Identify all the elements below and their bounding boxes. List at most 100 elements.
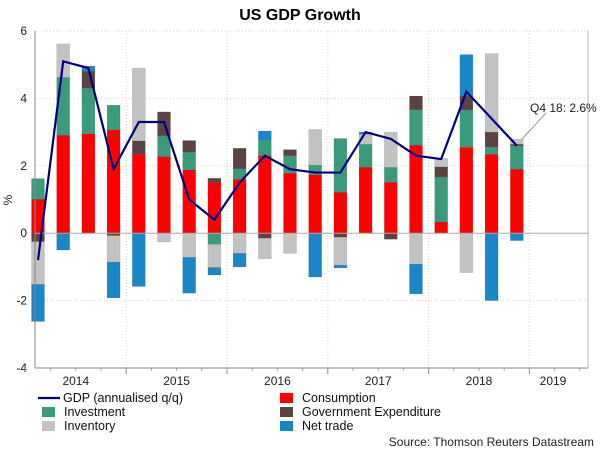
- bar-inventory: [409, 232, 423, 265]
- y-axis-label: %: [1, 194, 15, 205]
- bar-consumption: [56, 135, 70, 234]
- bar-investment: [157, 135, 171, 157]
- annotation-label: Q4 18: 2.6%: [530, 101, 597, 115]
- legend-label-government-expenditure: Government Expenditure: [302, 405, 441, 419]
- bar-inventory: [484, 53, 499, 133]
- bar-consumption: [510, 168, 524, 234]
- bar-inventory: [106, 235, 121, 263]
- legend-swatch-net-trade: [280, 421, 293, 431]
- bar-investment: [207, 232, 222, 245]
- bar-investment: [81, 87, 96, 135]
- bar-consumption: [207, 182, 222, 234]
- bar-consumption: [308, 174, 322, 234]
- bar-inventory: [283, 232, 297, 254]
- bar-government-expenditure: [283, 149, 297, 156]
- bar-consumption: [358, 167, 373, 234]
- bar-consumption: [484, 154, 499, 234]
- bar-net-trade: [232, 253, 247, 268]
- bar-inventory: [258, 238, 272, 260]
- x-year-label: 2016: [264, 374, 291, 388]
- bar-investment: [484, 146, 499, 155]
- bar-net-trade: [484, 232, 499, 301]
- bar-investment: [358, 143, 373, 168]
- bar-investment: [31, 178, 45, 200]
- bar-government-expenditure: [434, 166, 448, 178]
- bar-net-trade: [510, 232, 524, 241]
- x-year-label: 2014: [62, 374, 89, 388]
- bar-net-trade: [31, 284, 45, 322]
- bar-net-trade: [106, 261, 121, 299]
- bar-investment: [56, 77, 70, 136]
- bar-consumption: [409, 144, 423, 234]
- y-tick-label: 2: [20, 159, 27, 173]
- legend-swatch-government-expenditure: [280, 407, 293, 417]
- bar-consumption: [132, 154, 146, 234]
- y-tick-label: 6: [20, 24, 27, 38]
- bar-net-trade: [207, 267, 222, 276]
- y-tick-label: 4: [20, 91, 27, 105]
- bar-government-expenditure: [484, 131, 499, 148]
- bar-inventory: [31, 241, 45, 285]
- bar-net-trade: [132, 232, 146, 287]
- bar-investment: [459, 109, 474, 148]
- y-tick-label: -2: [16, 294, 27, 308]
- bar-government-expenditure: [258, 232, 272, 239]
- bars: [31, 43, 588, 322]
- bar-consumption: [157, 156, 171, 234]
- bar-investment: [384, 167, 398, 183]
- legend-label-investment: Investment: [64, 405, 126, 419]
- bar-consumption: [232, 179, 247, 234]
- bar-government-expenditure: [409, 95, 423, 110]
- annotation-leader: [521, 112, 547, 140]
- bar-government-expenditure: [333, 232, 348, 238]
- bar-investment: [333, 138, 348, 193]
- bar-government-expenditure: [31, 232, 45, 242]
- gdp-line-group: [36, 59, 518, 261]
- legend-label-gdp: GDP (annualised q/q): [63, 391, 183, 405]
- bar-investment: [409, 109, 423, 146]
- legend-label-net-trade: Net trade: [302, 419, 353, 433]
- bar-net-trade: [409, 263, 423, 295]
- x-year-label: 2018: [466, 374, 493, 388]
- bar-net-trade: [56, 232, 70, 251]
- legend-swatch-investment: [42, 407, 55, 417]
- bar-consumption: [258, 155, 272, 234]
- bar-consumption: [283, 172, 297, 234]
- chart-title: US GDP Growth: [239, 7, 361, 24]
- bar-investment: [106, 104, 121, 130]
- bar-inventory: [182, 232, 196, 258]
- legend-swatch-consumption: [280, 393, 293, 403]
- y-tick-label: 0: [20, 226, 27, 240]
- source-note: Source: Thomson Reuters Datastream: [389, 435, 594, 449]
- bar-investment: [510, 145, 524, 170]
- bar-government-expenditure: [132, 140, 146, 155]
- bar-consumption: [333, 192, 348, 234]
- bar-inventory: [207, 244, 222, 268]
- bar-government-expenditure: [182, 140, 196, 153]
- bar-investment: [182, 151, 196, 171]
- x-year-label: 2017: [365, 374, 392, 388]
- bar-consumption: [384, 182, 398, 234]
- bar-net-trade: [308, 232, 322, 278]
- x-year-label: 2019: [540, 374, 567, 388]
- bar-inventory: [308, 129, 322, 166]
- legend: GDP (annualised q/q) Consumption Investmen…: [38, 391, 441, 433]
- bar-net-trade: [459, 54, 474, 97]
- bar-consumption: [459, 147, 474, 234]
- y-tick-label: -4: [16, 361, 27, 375]
- bar-consumption: [434, 221, 448, 234]
- legend-label-consumption: Consumption: [302, 391, 376, 405]
- bar-government-expenditure: [232, 148, 247, 169]
- bar-inventory: [333, 236, 348, 266]
- bar-net-trade: [182, 257, 196, 294]
- bar-consumption: [106, 129, 121, 234]
- bar-inventory: [459, 232, 474, 273]
- bar-consumption: [81, 133, 96, 234]
- legend-label-inventory: Inventory: [64, 419, 116, 433]
- bar-consumption: [182, 169, 196, 234]
- gdp-line: [36, 59, 518, 261]
- axes: -4 -2 0 2 4 6 2014 2015 2016 2017 2018 2019: [16, 24, 589, 388]
- bar-net-trade: [258, 130, 272, 141]
- bar-government-expenditure: [207, 178, 222, 183]
